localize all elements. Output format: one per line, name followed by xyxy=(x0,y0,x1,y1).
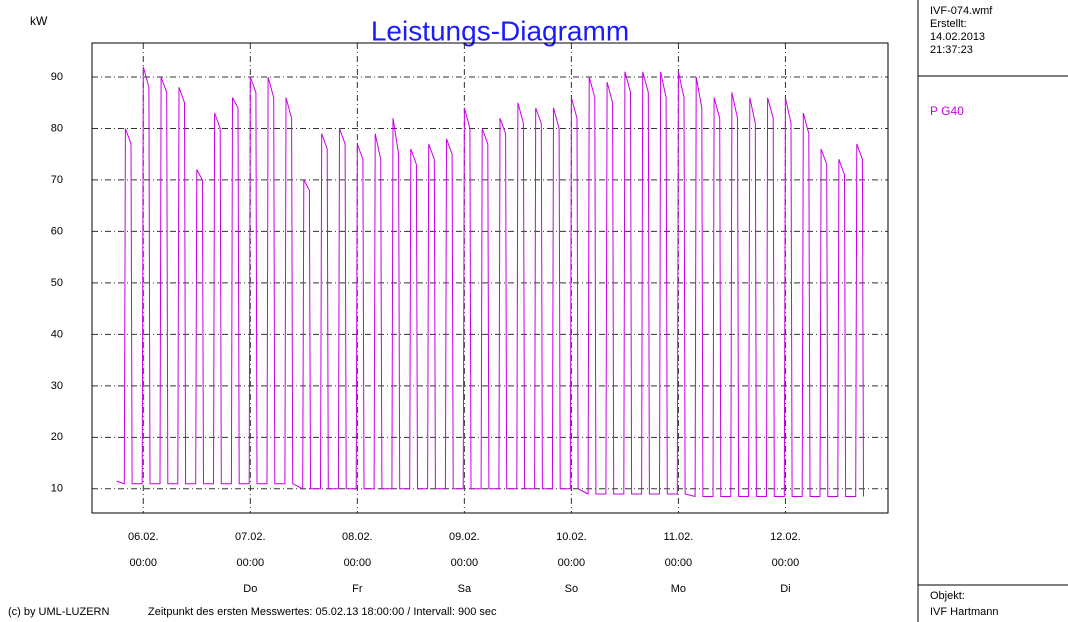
x-tick-time: 00:00 xyxy=(772,557,800,569)
x-tick-time: 00:00 xyxy=(130,557,158,569)
y-tick-label: 80 xyxy=(51,122,63,134)
x-tick-label: 11.02. xyxy=(664,531,694,543)
created-label: Erstellt: xyxy=(930,18,967,30)
file-name: IVF-074.wmf xyxy=(930,5,993,17)
x-tick-time: 00:00 xyxy=(344,557,372,569)
y-tick-label: 30 xyxy=(51,380,63,392)
x-tick-label: 07.02. xyxy=(235,531,266,543)
x-tick-time: 00:00 xyxy=(665,557,693,569)
object-label: Objekt: xyxy=(930,590,965,602)
legend-entry: P G40 xyxy=(930,104,964,118)
y-tick-label: 70 xyxy=(51,174,63,186)
y-tick-label: 40 xyxy=(51,328,63,340)
x-tick-label: 08.02. xyxy=(342,531,373,543)
created-time: 21:37:23 xyxy=(930,44,973,56)
x-tick-day: Sa xyxy=(458,583,472,595)
x-tick-label: 09.02. xyxy=(449,531,480,543)
x-tick-label: 10.02. xyxy=(556,531,587,543)
y-tick-label: 50 xyxy=(51,277,63,289)
x-tick-time: 00:00 xyxy=(558,557,586,569)
object-name: IVF Hartmann xyxy=(930,606,998,618)
x-tick-time: 00:00 xyxy=(237,557,265,569)
data-line xyxy=(116,66,864,498)
x-tick-day: Fr xyxy=(352,583,363,595)
x-tick-day: Mo xyxy=(671,583,686,595)
created-date: 14.02.2013 xyxy=(930,31,985,43)
y-tick-label: 10 xyxy=(51,483,63,495)
plot-frame xyxy=(91,42,889,514)
x-tick-label: 06.02. xyxy=(128,531,159,543)
x-tick-label: 12.02. xyxy=(770,531,801,543)
y-axis-label: kW xyxy=(30,14,48,28)
x-tick-time: 00:00 xyxy=(451,557,479,569)
y-tick-label: 90 xyxy=(51,71,63,83)
x-tick-day: So xyxy=(565,583,578,595)
x-tick-day: Di xyxy=(780,583,790,595)
chart-title: Leistungs-Diagramm xyxy=(371,15,629,46)
x-tick-day: Do xyxy=(243,583,257,595)
copyright: (c) by UML-LUZERN xyxy=(8,606,110,618)
y-tick-label: 60 xyxy=(51,225,63,237)
y-tick-label: 20 xyxy=(51,431,63,443)
footnote: Zeitpunkt des ersten Messwertes: 05.02.1… xyxy=(148,606,497,618)
